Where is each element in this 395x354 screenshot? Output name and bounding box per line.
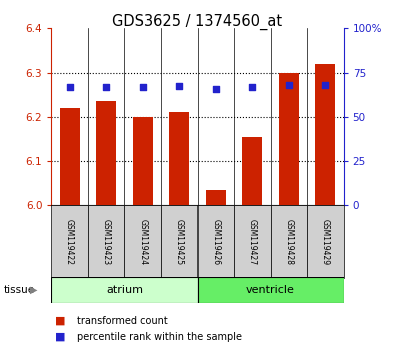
Text: percentile rank within the sample: percentile rank within the sample xyxy=(77,332,242,342)
Text: GSM119424: GSM119424 xyxy=(138,218,147,265)
Text: tissue: tissue xyxy=(4,285,35,295)
Bar xyxy=(88,205,124,278)
Bar xyxy=(271,205,307,278)
Point xyxy=(286,82,292,88)
Text: transformed count: transformed count xyxy=(77,316,168,326)
Point xyxy=(103,84,109,90)
Bar xyxy=(60,108,80,205)
Point xyxy=(176,83,182,89)
Text: ■: ■ xyxy=(55,316,66,326)
Text: GSM119422: GSM119422 xyxy=(65,219,74,264)
Bar xyxy=(51,205,88,278)
Point xyxy=(139,84,146,90)
Point xyxy=(322,82,329,88)
Bar xyxy=(133,117,153,205)
Text: GDS3625 / 1374560_at: GDS3625 / 1374560_at xyxy=(113,14,282,30)
Point xyxy=(213,86,219,91)
Bar xyxy=(315,64,335,205)
Bar xyxy=(161,205,198,278)
Text: GSM119429: GSM119429 xyxy=(321,218,330,265)
Bar xyxy=(169,113,189,205)
Point xyxy=(249,84,256,90)
Bar xyxy=(234,205,271,278)
Bar xyxy=(198,205,234,278)
Text: GSM119427: GSM119427 xyxy=(248,218,257,265)
Bar xyxy=(279,73,299,205)
Bar xyxy=(51,277,198,303)
Text: ventricle: ventricle xyxy=(246,285,295,295)
Text: GSM119428: GSM119428 xyxy=(284,219,293,264)
Bar xyxy=(198,277,344,303)
Bar xyxy=(124,205,161,278)
Text: GSM119423: GSM119423 xyxy=(102,218,111,265)
Text: GSM119425: GSM119425 xyxy=(175,218,184,265)
Point xyxy=(66,84,73,90)
Text: ▶: ▶ xyxy=(30,285,37,295)
Text: ■: ■ xyxy=(55,332,66,342)
Text: GSM119426: GSM119426 xyxy=(211,218,220,265)
Text: atrium: atrium xyxy=(106,285,143,295)
Bar xyxy=(206,190,226,205)
Bar xyxy=(242,137,262,205)
Bar xyxy=(307,205,344,278)
Bar xyxy=(96,101,116,205)
